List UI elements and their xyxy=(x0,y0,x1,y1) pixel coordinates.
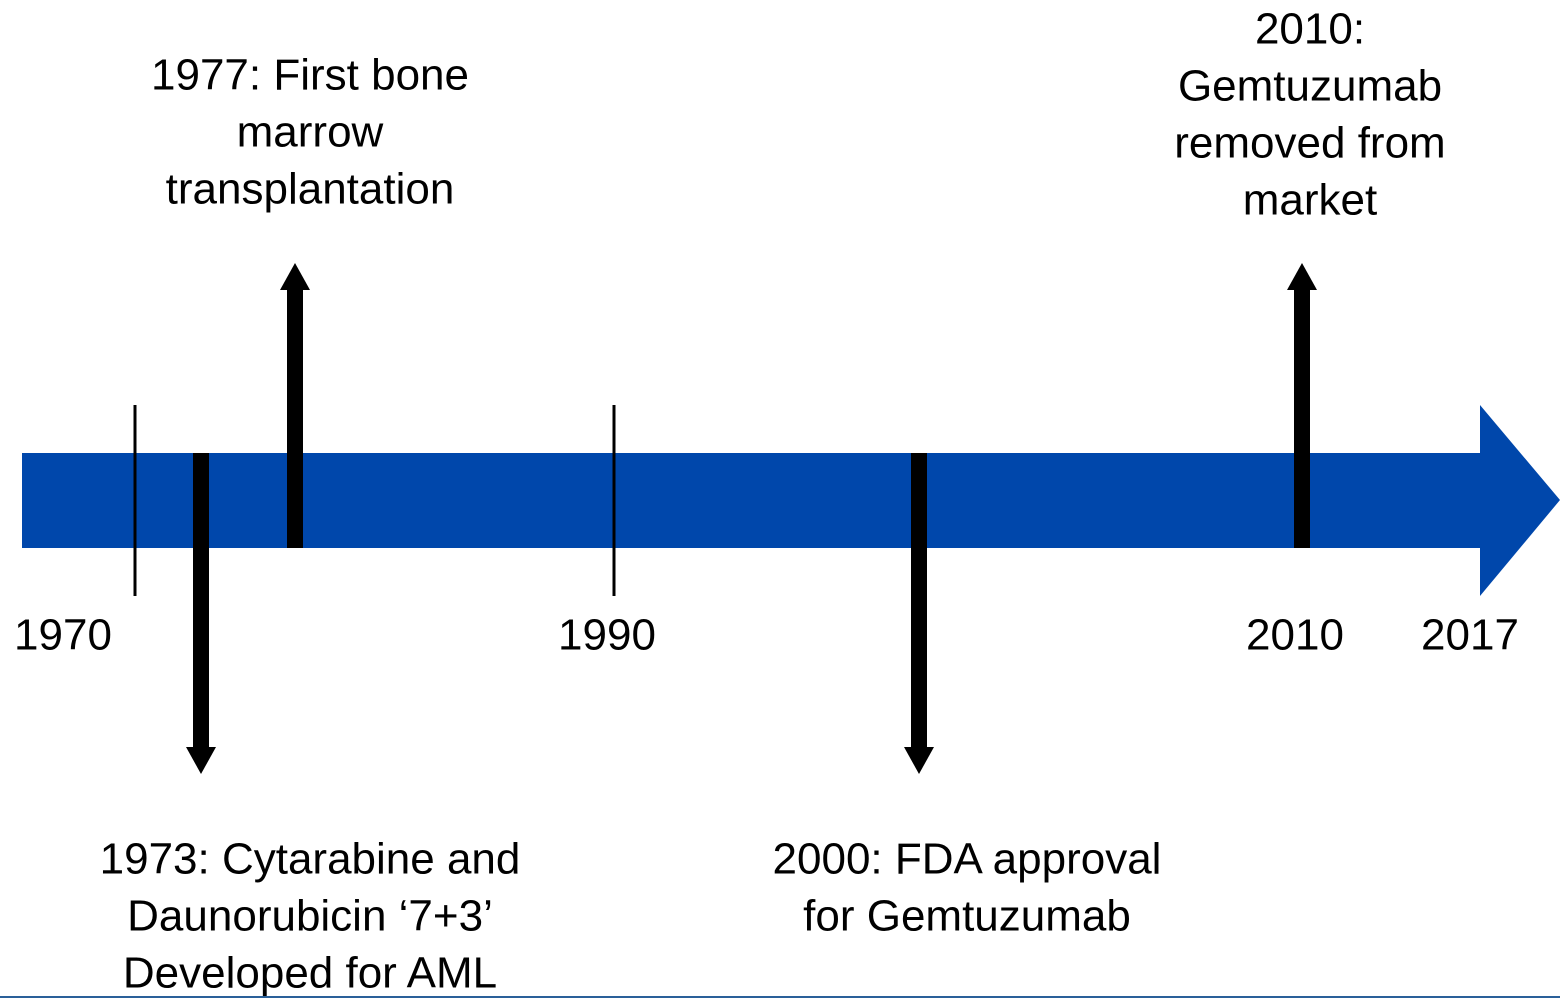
event-text: 1977: First bone xyxy=(151,51,469,100)
event-arrowhead xyxy=(1287,263,1317,290)
event-text: market xyxy=(1243,176,1377,225)
event-text: transplantation xyxy=(166,165,455,214)
event-text: 2000: FDA approval xyxy=(773,835,1162,884)
year-label: 2010 xyxy=(1246,611,1344,660)
event-text: 1973: Cytarabine and xyxy=(100,835,521,884)
timeline-bar xyxy=(22,453,1482,548)
timeline-arrowhead xyxy=(1480,405,1560,596)
event-arrowhead xyxy=(904,747,934,774)
event-text: Gemtuzumab xyxy=(1178,62,1442,111)
event-text: 2010: xyxy=(1255,5,1365,54)
event-text: removed from xyxy=(1174,119,1445,168)
event-arrowhead xyxy=(280,263,310,290)
event-arrowhead xyxy=(186,747,216,774)
event-text: Daunorubicin ‘7+3’ xyxy=(127,892,493,941)
year-label: 1970 xyxy=(14,611,112,660)
event-text: for Gemtuzumab xyxy=(803,892,1131,941)
year-label: 2017 xyxy=(1421,611,1519,660)
event-text: marrow xyxy=(237,108,384,157)
event-text: Developed for AML xyxy=(123,949,497,998)
year-label: 1990 xyxy=(558,611,656,660)
